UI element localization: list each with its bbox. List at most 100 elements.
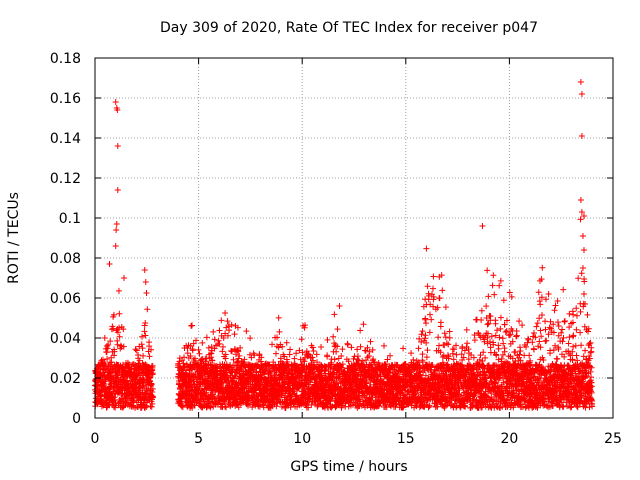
roti-point <box>370 356 377 363</box>
roti-point <box>324 353 331 360</box>
roti-point <box>302 322 309 329</box>
roti-point <box>293 350 300 357</box>
roti-point <box>463 326 470 333</box>
roti-point <box>331 356 338 363</box>
roti-point <box>446 334 453 341</box>
roti-point <box>436 295 443 302</box>
roti-point <box>191 355 198 362</box>
roti-point <box>309 369 316 376</box>
roti-point <box>234 324 241 331</box>
roti-point <box>104 355 111 362</box>
roti-point <box>269 341 276 348</box>
roti-point <box>478 316 485 323</box>
roti-point <box>275 393 282 400</box>
roti-point <box>119 398 126 405</box>
roti-point <box>270 359 277 366</box>
roti-point <box>494 327 501 334</box>
roti-point <box>253 368 260 375</box>
roti-point <box>111 348 118 355</box>
roti-point <box>313 351 320 358</box>
roti-point <box>478 307 485 314</box>
roti-point <box>344 341 351 348</box>
roti-point <box>333 348 340 355</box>
roti-point <box>142 332 149 339</box>
roti-point <box>423 245 430 252</box>
roti-point <box>143 385 150 392</box>
roti-point <box>146 343 153 350</box>
roti-point <box>275 314 282 321</box>
roti-point <box>205 344 212 351</box>
roti-point <box>442 334 449 341</box>
roti-point <box>216 327 223 334</box>
roti-point <box>500 297 507 304</box>
roti-point <box>286 351 293 358</box>
roti-point <box>143 404 150 411</box>
roti-point <box>305 351 312 358</box>
roti-point <box>251 352 258 359</box>
roti-point <box>464 340 471 347</box>
roti-point <box>247 335 254 342</box>
roti-point <box>492 320 499 327</box>
roti-point <box>120 326 127 333</box>
roti-point <box>235 348 242 355</box>
roti-point <box>221 403 228 410</box>
roti-point <box>490 272 497 279</box>
roti-point <box>149 400 156 407</box>
roti-point <box>428 316 435 323</box>
roti-point <box>139 345 146 352</box>
roti-point <box>231 331 238 338</box>
roti-point <box>219 343 226 350</box>
roti-point <box>195 346 202 353</box>
roti-point <box>203 334 210 341</box>
roti-point <box>234 358 241 365</box>
roti-point <box>367 338 374 345</box>
roti-point <box>485 293 492 300</box>
roti-point <box>105 341 112 348</box>
roti-point <box>309 354 316 361</box>
roti-point <box>136 357 143 364</box>
roti-point <box>502 329 509 336</box>
roti-point <box>101 335 108 342</box>
roti-point <box>266 368 273 375</box>
roti-point <box>256 351 263 358</box>
roti-point <box>116 381 123 388</box>
roti-point <box>211 336 218 343</box>
roti-point <box>470 354 477 361</box>
roti-point <box>422 315 429 322</box>
roti-point <box>283 339 290 346</box>
roti-point <box>108 326 115 333</box>
roti-point <box>517 348 524 355</box>
roti-point <box>299 349 306 356</box>
roti-point <box>330 333 337 340</box>
roti-point <box>148 381 155 388</box>
roti-point <box>499 335 506 342</box>
roti-point <box>497 325 504 332</box>
roti-point <box>442 304 449 311</box>
roti-point <box>237 344 244 351</box>
roti-point <box>181 354 188 361</box>
roti-point <box>295 384 302 391</box>
roti-point <box>381 342 388 349</box>
roti-point <box>301 389 308 396</box>
roti-point <box>225 332 231 339</box>
roti-point <box>450 356 457 363</box>
data-points <box>91 79 596 411</box>
roti-point <box>513 333 520 340</box>
roti-point <box>149 362 156 369</box>
roti-point <box>103 349 110 356</box>
roti-point <box>228 321 235 328</box>
roti-point <box>140 382 147 389</box>
roti-point <box>422 332 429 339</box>
roti-point <box>266 362 273 369</box>
roti-point <box>484 321 491 328</box>
roti-point <box>223 404 230 411</box>
roti-point <box>149 385 156 392</box>
roti-point <box>108 359 115 366</box>
roti-point <box>408 350 415 357</box>
roti-point <box>310 348 317 355</box>
roti-point <box>298 336 305 343</box>
roti-point <box>111 394 118 401</box>
roti-point <box>516 318 523 325</box>
